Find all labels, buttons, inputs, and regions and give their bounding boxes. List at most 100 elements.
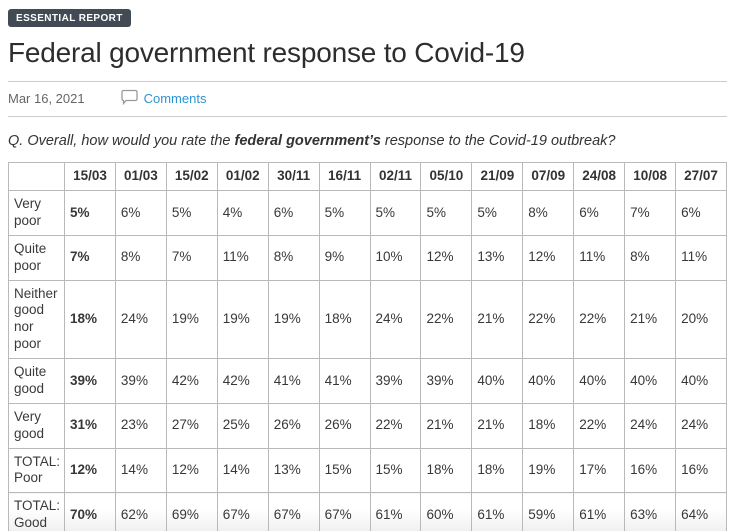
- value-cell: 15%: [318, 447, 371, 494]
- value-cell: 24%: [675, 402, 727, 449]
- value-cell: 18%: [64, 279, 116, 360]
- value-cell: 19%: [522, 447, 575, 494]
- value-cell: 4%: [216, 190, 269, 236]
- value-cell: 7%: [165, 234, 218, 281]
- value-cell: 18%: [471, 447, 524, 494]
- meta-bar: Mar 16, 2021 Comments: [8, 81, 727, 118]
- value-cell: 14%: [114, 447, 167, 494]
- value-cell: 11%: [216, 234, 269, 281]
- value-cell: 59%: [522, 492, 575, 531]
- value-cell: 6%: [675, 190, 727, 236]
- value-cell: 42%: [165, 358, 218, 404]
- value-cell: 8%: [267, 234, 320, 281]
- column-header: 01/03: [114, 162, 167, 192]
- page-title: Federal government response to Covid-19: [8, 37, 525, 68]
- row-label: Very good: [8, 402, 65, 449]
- value-cell: 21%: [471, 402, 524, 449]
- value-cell: 40%: [573, 358, 626, 404]
- column-header: 16/11: [318, 162, 371, 192]
- value-cell: 24%: [114, 279, 167, 360]
- value-cell: 67%: [267, 492, 320, 531]
- table-row: Quite good 39% 39% 42% 42% 41% 41% 39% 39% 40% 40%…: [8, 358, 727, 404]
- value-cell: 12%: [420, 234, 473, 281]
- value-cell: 39%: [420, 358, 473, 404]
- value-cell: 19%: [165, 279, 218, 360]
- value-cell: 16%: [675, 447, 727, 494]
- value-cell: 13%: [267, 447, 320, 494]
- value-cell: 14%: [216, 447, 269, 494]
- value-cell: 18%: [318, 279, 371, 360]
- value-cell: 5%: [165, 190, 218, 236]
- row-label: Neither good nor poor: [8, 279, 65, 360]
- column-header: 30/11: [267, 162, 320, 192]
- value-cell: 8%: [624, 234, 677, 281]
- column-header: 05/10: [420, 162, 473, 192]
- value-cell: 22%: [573, 402, 626, 449]
- speech-bubble-icon: [120, 89, 138, 108]
- value-cell: 25%: [216, 402, 269, 449]
- corner-cell: [8, 162, 65, 192]
- value-cell: 8%: [522, 190, 575, 236]
- column-header: 01/02: [216, 162, 269, 192]
- value-cell: 12%: [64, 447, 116, 494]
- value-cell: 5%: [420, 190, 473, 236]
- value-cell: 40%: [522, 358, 575, 404]
- value-cell: 24%: [624, 402, 677, 449]
- value-cell: 6%: [573, 190, 626, 236]
- value-cell: 13%: [471, 234, 524, 281]
- value-cell: 61%: [573, 492, 626, 531]
- value-cell: 5%: [318, 190, 371, 236]
- value-cell: 22%: [420, 279, 473, 360]
- row-label: Quite good: [8, 358, 65, 404]
- question-bold-phrase: federal government’s: [234, 133, 381, 150]
- value-cell: 9%: [318, 234, 371, 281]
- value-cell: 62%: [114, 492, 167, 531]
- value-cell: 21%: [624, 279, 677, 360]
- table-row: TOTAL: Good 70% 62% 69% 67% 67% 67% 61% 60% 61% 59…: [8, 492, 727, 531]
- essential-report-badge[interactable]: ESSENTIAL REPORT: [8, 9, 131, 27]
- value-cell: 27%: [165, 402, 218, 449]
- value-cell: 70%: [64, 492, 116, 531]
- value-cell: 11%: [573, 234, 626, 281]
- value-cell: 18%: [522, 402, 575, 449]
- comments-link[interactable]: Comments: [120, 89, 207, 108]
- comments-label: Comments: [143, 91, 207, 107]
- value-cell: 17%: [573, 447, 626, 494]
- table-row: Quite poor 7% 8% 7% 11% 8% 9% 10% 12% 13% 12% 11% 8%…: [8, 234, 727, 281]
- value-cell: 23%: [114, 402, 167, 449]
- column-header: 10/08: [624, 162, 677, 192]
- value-cell: 42%: [216, 358, 269, 404]
- value-cell: 22%: [369, 402, 422, 449]
- value-cell: 69%: [165, 492, 218, 531]
- value-cell: 61%: [369, 492, 422, 531]
- value-cell: 7%: [64, 234, 116, 281]
- value-cell: 40%: [471, 358, 524, 404]
- table-row: Very good 31% 23% 27% 25% 26% 26% 22% 21% 21% 18% 2…: [8, 402, 727, 449]
- value-cell: 24%: [369, 279, 422, 360]
- value-cell: 5%: [471, 190, 524, 236]
- value-cell: 12%: [165, 447, 218, 494]
- survey-question: Q. Overall, how would you rate the feder…: [8, 133, 727, 149]
- question-suffix: response to the Covid-19 outbreak?: [380, 133, 616, 150]
- value-cell: 12%: [522, 234, 575, 281]
- results-table-head: 15/03 01/03 15/02 01/02 30/11 16/11 02/11 05/10…: [8, 162, 727, 192]
- value-cell: 7%: [624, 190, 677, 236]
- column-header: 02/11: [369, 162, 422, 192]
- question-prefix: Q. Overall, how would you rate the: [8, 133, 235, 150]
- value-cell: 26%: [267, 402, 320, 449]
- value-cell: 40%: [624, 358, 677, 404]
- value-cell: 19%: [216, 279, 269, 360]
- value-cell: 31%: [64, 402, 116, 449]
- value-cell: 39%: [64, 358, 116, 404]
- value-cell: 63%: [624, 492, 677, 531]
- value-cell: 39%: [369, 358, 422, 404]
- value-cell: 19%: [267, 279, 320, 360]
- column-header: 27/07: [675, 162, 727, 192]
- value-cell: 21%: [471, 279, 524, 360]
- row-label: TOTAL: Good: [8, 492, 65, 531]
- value-cell: 20%: [675, 279, 727, 360]
- value-cell: 18%: [420, 447, 473, 494]
- value-cell: 60%: [420, 492, 473, 531]
- column-header: 24/08: [573, 162, 626, 192]
